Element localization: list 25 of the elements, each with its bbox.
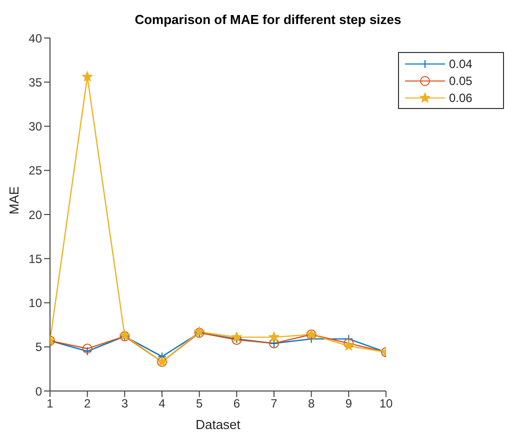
legend-label: 0.04 — [449, 56, 472, 70]
x-tick-label: 5 — [196, 396, 203, 411]
y-tick-label: 10 — [28, 296, 42, 310]
x-tick-label: 1 — [46, 396, 54, 411]
x-tick-label: 6 — [233, 396, 240, 411]
x-tick-label: 8 — [308, 396, 315, 411]
legend-label: 0.05 — [449, 74, 472, 88]
x-axis-title: Dataset — [196, 417, 241, 432]
x-tick-label: 4 — [158, 396, 166, 411]
y-tick-label: 30 — [28, 120, 42, 134]
y-tick-label: 35 — [28, 75, 42, 90]
x-tick-label: 9 — [345, 396, 352, 411]
y-tick-label: 15 — [28, 252, 42, 266]
x-tick-label: 7 — [270, 396, 278, 411]
legend-label: 0.06 — [449, 90, 472, 104]
x-tick-label: 10 — [379, 396, 393, 411]
x-tick-label: 2 — [84, 396, 91, 411]
x-tick-label: 3 — [121, 396, 128, 411]
y-axis-title: MAE — [6, 186, 22, 214]
y-tick-label: 0 — [35, 384, 42, 398]
y-tick-label: 5 — [35, 340, 42, 354]
chart-title: Comparison of MAE for different step sizes — [134, 12, 402, 27]
y-tick-label: 20 — [28, 208, 42, 222]
y-tick-label: 40 — [28, 31, 42, 46]
y-tick-label: 25 — [28, 164, 42, 178]
